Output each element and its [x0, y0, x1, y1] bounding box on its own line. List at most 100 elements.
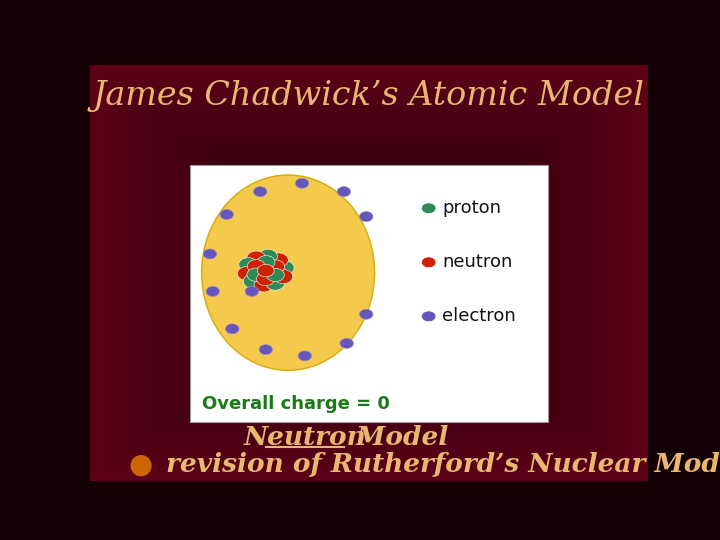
Bar [290, 214, 448, 332]
Circle shape [421, 257, 436, 268]
Circle shape [239, 258, 258, 272]
Bar [259, 191, 479, 355]
Bar [230, 169, 508, 376]
Bar [127, 92, 611, 454]
Bar [233, 171, 505, 374]
Bar [324, 239, 414, 307]
Circle shape [266, 260, 284, 273]
Bar [130, 94, 608, 451]
Bar [358, 264, 380, 281]
Bar [206, 151, 532, 394]
Bar [209, 153, 529, 392]
Bar [149, 109, 589, 436]
Circle shape [206, 286, 220, 296]
Bar [268, 197, 470, 348]
Bar [328, 242, 410, 303]
Bar [133, 97, 605, 449]
Bar [326, 241, 412, 305]
Bar [175, 128, 563, 417]
Circle shape [259, 345, 272, 355]
Bar [156, 113, 582, 432]
Bar [365, 269, 373, 276]
Circle shape [421, 203, 436, 214]
Bar [245, 180, 493, 366]
Bar [311, 230, 427, 316]
Text: revision of Rutherford’s Nuclear Model: revision of Rutherford’s Nuclear Model [157, 453, 720, 477]
Text: electron: electron [442, 307, 516, 326]
Bar [239, 176, 499, 370]
Bar [256, 188, 482, 357]
Bar [319, 235, 419, 310]
Bar [165, 121, 573, 424]
Circle shape [247, 251, 266, 265]
Bar [224, 165, 514, 381]
Bar [306, 226, 432, 320]
Text: James Chadwick’s Atomic Model: James Chadwick’s Atomic Model [93, 80, 645, 112]
Bar [227, 167, 511, 379]
Bar [236, 173, 502, 372]
Bar [242, 178, 496, 368]
Bar [248, 182, 490, 363]
Bar [343, 253, 395, 292]
Circle shape [258, 265, 274, 277]
Circle shape [245, 286, 258, 296]
Bar [336, 248, 402, 298]
Circle shape [359, 212, 373, 221]
Bar [341, 251, 397, 294]
Circle shape [225, 324, 239, 334]
Circle shape [238, 266, 256, 281]
Bar [123, 90, 615, 456]
Bar [271, 199, 467, 346]
Ellipse shape [202, 175, 374, 370]
Circle shape [421, 311, 436, 322]
Bar [146, 106, 592, 439]
Bar [298, 220, 440, 326]
Circle shape [247, 268, 265, 281]
Bar [316, 233, 422, 312]
Bar [181, 132, 557, 413]
Bar [368, 272, 370, 274]
Bar [140, 102, 598, 444]
Circle shape [275, 261, 294, 275]
Text: neutron: neutron [442, 253, 513, 271]
Bar [136, 99, 602, 446]
Bar [251, 184, 487, 361]
Bar [187, 137, 551, 408]
Circle shape [253, 187, 267, 197]
Circle shape [266, 276, 284, 290]
Bar [279, 206, 459, 340]
Circle shape [254, 278, 273, 292]
Bar [287, 212, 451, 334]
Bar [184, 135, 554, 410]
Bar [321, 237, 417, 308]
Bar [221, 163, 517, 383]
Bar [303, 224, 435, 322]
Bar [153, 111, 585, 434]
Bar [347, 256, 391, 289]
Bar [284, 210, 454, 336]
Circle shape [269, 253, 288, 267]
Bar [356, 262, 382, 283]
Circle shape [203, 249, 217, 259]
Circle shape [274, 269, 293, 284]
Bar [253, 186, 485, 359]
Bar [143, 104, 595, 441]
Bar [345, 255, 393, 291]
Bar [354, 261, 384, 284]
Bar [363, 268, 375, 277]
Bar [300, 222, 438, 323]
Bar [158, 116, 580, 429]
Bar [308, 227, 430, 318]
Circle shape [256, 272, 274, 286]
Text: Model: Model [347, 426, 448, 450]
Text: Overall charge = 0: Overall charge = 0 [202, 395, 390, 413]
Circle shape [247, 260, 265, 273]
Bar [295, 218, 443, 328]
Text: ●: ● [128, 451, 153, 479]
Circle shape [298, 351, 312, 361]
Bar [366, 271, 372, 275]
Bar [162, 118, 576, 427]
Bar [197, 144, 541, 401]
Bar [359, 266, 379, 280]
Bar [171, 125, 567, 420]
